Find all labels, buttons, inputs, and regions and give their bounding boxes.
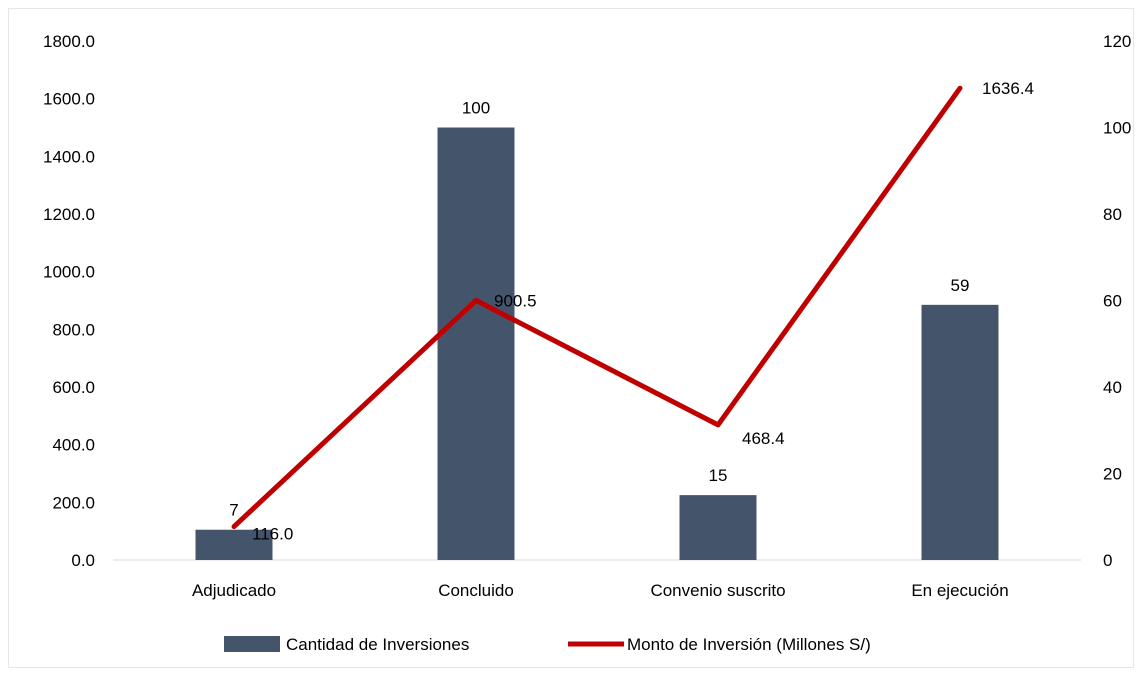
category-label: Adjudicado <box>192 581 276 600</box>
right-axis-tick-label: 0 <box>1103 551 1112 570</box>
bar-data-label: 15 <box>709 466 728 485</box>
left-axis-tick-label: 1200.0 <box>43 205 95 224</box>
legend: Cantidad de Inversiones Monto de Inversi… <box>224 635 871 654</box>
line-series <box>231 85 963 530</box>
bar <box>921 304 999 560</box>
line-data-label: 116.0 <box>252 525 293 544</box>
line-data-labels: 116.0 900.5 468.4 1636.4 <box>252 79 1034 543</box>
line-data-label: 900.5 <box>494 291 537 310</box>
left-axis-tick-label: 200.0 <box>52 493 95 512</box>
bar-data-label: 59 <box>951 276 970 295</box>
legend-line-label: Monto de Inversión (Millones S/) <box>627 635 871 654</box>
left-axis-tick-label: 1000.0 <box>43 263 95 282</box>
bar-data-labels: 7 100 15 59 <box>229 99 969 520</box>
right-axis-tick-label: 120 <box>1103 32 1131 51</box>
left-axis-tick-label: 800.0 <box>52 320 95 339</box>
bar <box>437 127 515 560</box>
line-data-label: 1636.4 <box>982 79 1034 98</box>
left-axis-tick-label: 1600.0 <box>43 90 95 109</box>
left-axis-tick-label: 0.0 <box>71 551 95 570</box>
legend-bar-swatch <box>224 636 280 652</box>
category-label: Concluido <box>438 581 514 600</box>
bar-series <box>195 127 999 560</box>
category-labels: Adjudicado Concluido Convenio suscrito En e… <box>192 581 1009 600</box>
right-axis-tick-label: 20 <box>1103 465 1122 484</box>
right-axis-tick-label: 60 <box>1103 292 1122 311</box>
bar-data-label: 100 <box>462 99 490 118</box>
left-axis-tick-label: 1800.0 <box>43 32 95 51</box>
bar-data-label: 7 <box>229 501 238 520</box>
bar <box>679 495 757 560</box>
left-axis-tick-label: 1400.0 <box>43 147 95 166</box>
bar <box>195 529 273 560</box>
line-data-label: 468.4 <box>742 429 785 448</box>
left-axis-tick-label: 400.0 <box>52 436 95 455</box>
right-axis-tick-label: 80 <box>1103 205 1122 224</box>
right-axis-tick-label: 100 <box>1103 119 1131 138</box>
right-axis-tick-label: 40 <box>1103 378 1122 397</box>
category-label: En ejecución <box>911 581 1008 600</box>
legend-bar-label: Cantidad de Inversiones <box>286 635 469 654</box>
series-line <box>231 85 963 530</box>
category-label: Convenio suscrito <box>650 581 785 600</box>
left-axis-ticks: 0.0 200.0 400.0 600.0 800.0 1000.0 1200.0 1400.… <box>43 32 95 570</box>
left-axis-tick-label: 600.0 <box>52 378 95 397</box>
right-axis-ticks: 0 20 40 60 80 100 120 <box>1103 32 1131 570</box>
